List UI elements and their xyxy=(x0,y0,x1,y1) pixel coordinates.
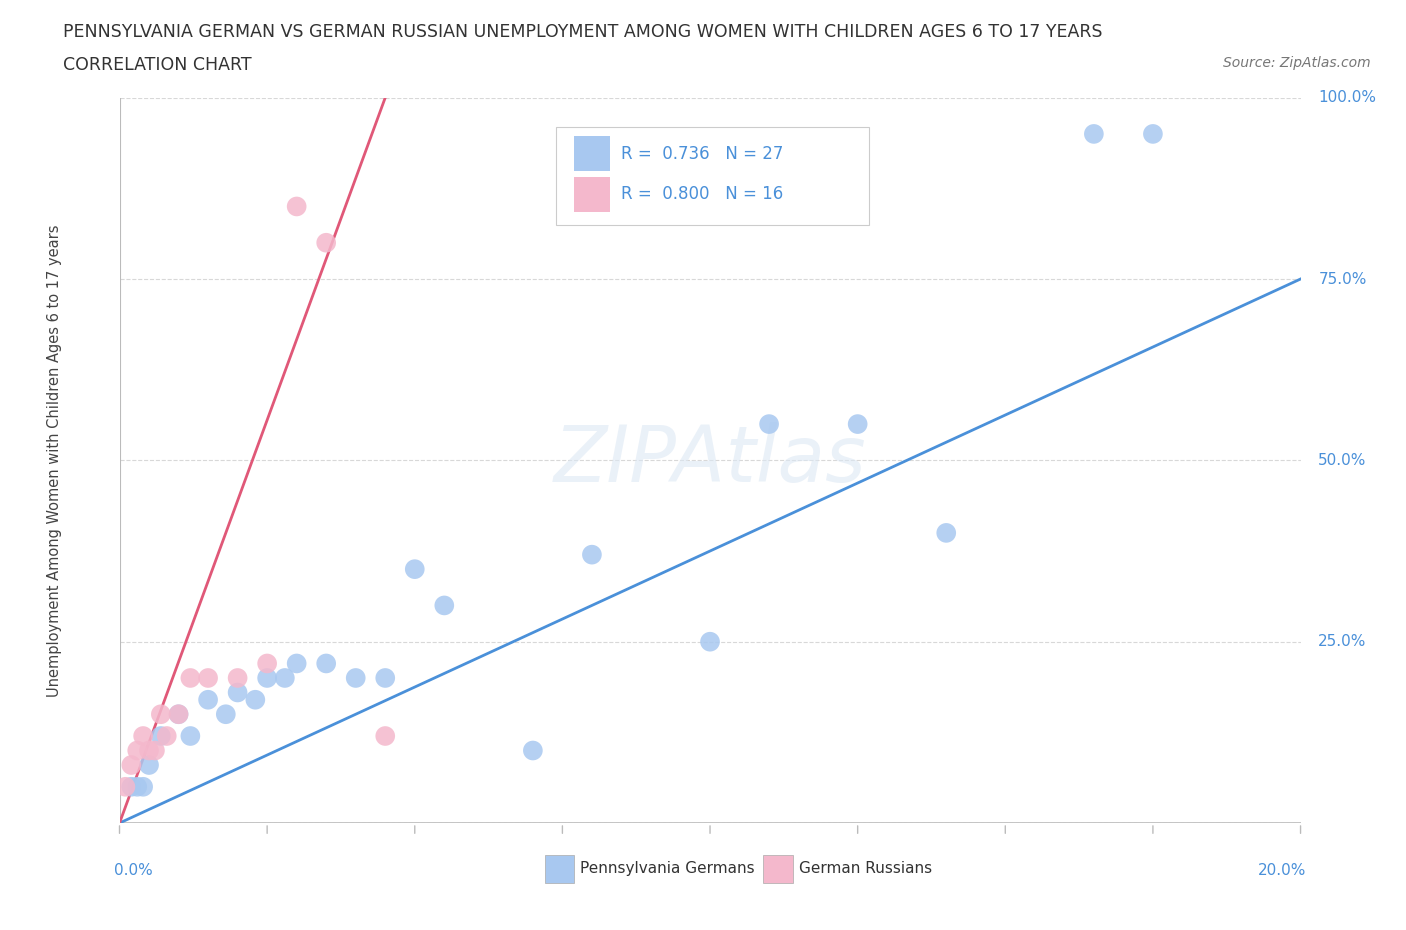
Point xyxy=(114,779,136,794)
Point xyxy=(699,634,721,649)
Point xyxy=(846,417,869,432)
Point xyxy=(120,779,142,794)
Text: PENNSYLVANIA GERMAN VS GERMAN RUSSIAN UNEMPLOYMENT AMONG WOMEN WITH CHILDREN AGE: PENNSYLVANIA GERMAN VS GERMAN RUSSIAN UN… xyxy=(63,23,1102,41)
Point xyxy=(433,598,456,613)
Point xyxy=(256,656,278,671)
Point xyxy=(522,743,544,758)
Point xyxy=(226,685,249,700)
Text: 25.0%: 25.0% xyxy=(1319,634,1367,649)
Text: 50.0%: 50.0% xyxy=(1319,453,1367,468)
Text: 75.0%: 75.0% xyxy=(1319,272,1367,286)
Text: CORRELATION CHART: CORRELATION CHART xyxy=(63,56,252,73)
FancyBboxPatch shape xyxy=(574,136,610,171)
FancyBboxPatch shape xyxy=(544,855,574,883)
Point xyxy=(581,547,603,562)
Text: 20.0%: 20.0% xyxy=(1258,863,1306,878)
Point xyxy=(167,707,190,722)
Point xyxy=(215,707,238,722)
Text: R =  0.736   N = 27: R = 0.736 N = 27 xyxy=(621,144,783,163)
Point xyxy=(127,779,149,794)
Point xyxy=(197,692,219,707)
Point xyxy=(132,728,155,743)
Text: Unemployment Among Women with Children Ages 6 to 17 years: Unemployment Among Women with Children A… xyxy=(46,224,62,697)
Point xyxy=(374,728,396,743)
Point xyxy=(179,728,201,743)
FancyBboxPatch shape xyxy=(574,177,610,211)
Point xyxy=(120,758,142,773)
Point xyxy=(1142,126,1164,141)
Point xyxy=(167,707,190,722)
Text: ZIPAtlas: ZIPAtlas xyxy=(554,422,866,498)
Point xyxy=(143,743,166,758)
Point xyxy=(344,671,367,685)
Text: R =  0.800   N = 16: R = 0.800 N = 16 xyxy=(621,185,783,203)
Point xyxy=(404,562,426,577)
Point xyxy=(758,417,780,432)
FancyBboxPatch shape xyxy=(763,855,793,883)
Text: Pennsylvania Germans: Pennsylvania Germans xyxy=(581,861,755,876)
Point xyxy=(149,707,172,722)
Text: Source: ZipAtlas.com: Source: ZipAtlas.com xyxy=(1223,56,1371,70)
Point xyxy=(315,656,337,671)
Point xyxy=(256,671,278,685)
Point xyxy=(127,743,149,758)
Point xyxy=(156,728,179,743)
Point xyxy=(138,758,160,773)
Text: 0.0%: 0.0% xyxy=(114,863,152,878)
Point xyxy=(1083,126,1105,141)
FancyBboxPatch shape xyxy=(557,126,869,225)
Point xyxy=(315,235,337,250)
Point xyxy=(245,692,267,707)
Point xyxy=(935,525,957,540)
Point xyxy=(132,779,155,794)
Point xyxy=(374,671,396,685)
Point xyxy=(274,671,297,685)
Text: 100.0%: 100.0% xyxy=(1319,90,1376,105)
Point xyxy=(285,656,308,671)
Point xyxy=(138,743,160,758)
Point xyxy=(149,728,172,743)
Text: German Russians: German Russians xyxy=(799,861,932,876)
Point xyxy=(179,671,201,685)
Point xyxy=(226,671,249,685)
Point xyxy=(197,671,219,685)
Point xyxy=(285,199,308,214)
